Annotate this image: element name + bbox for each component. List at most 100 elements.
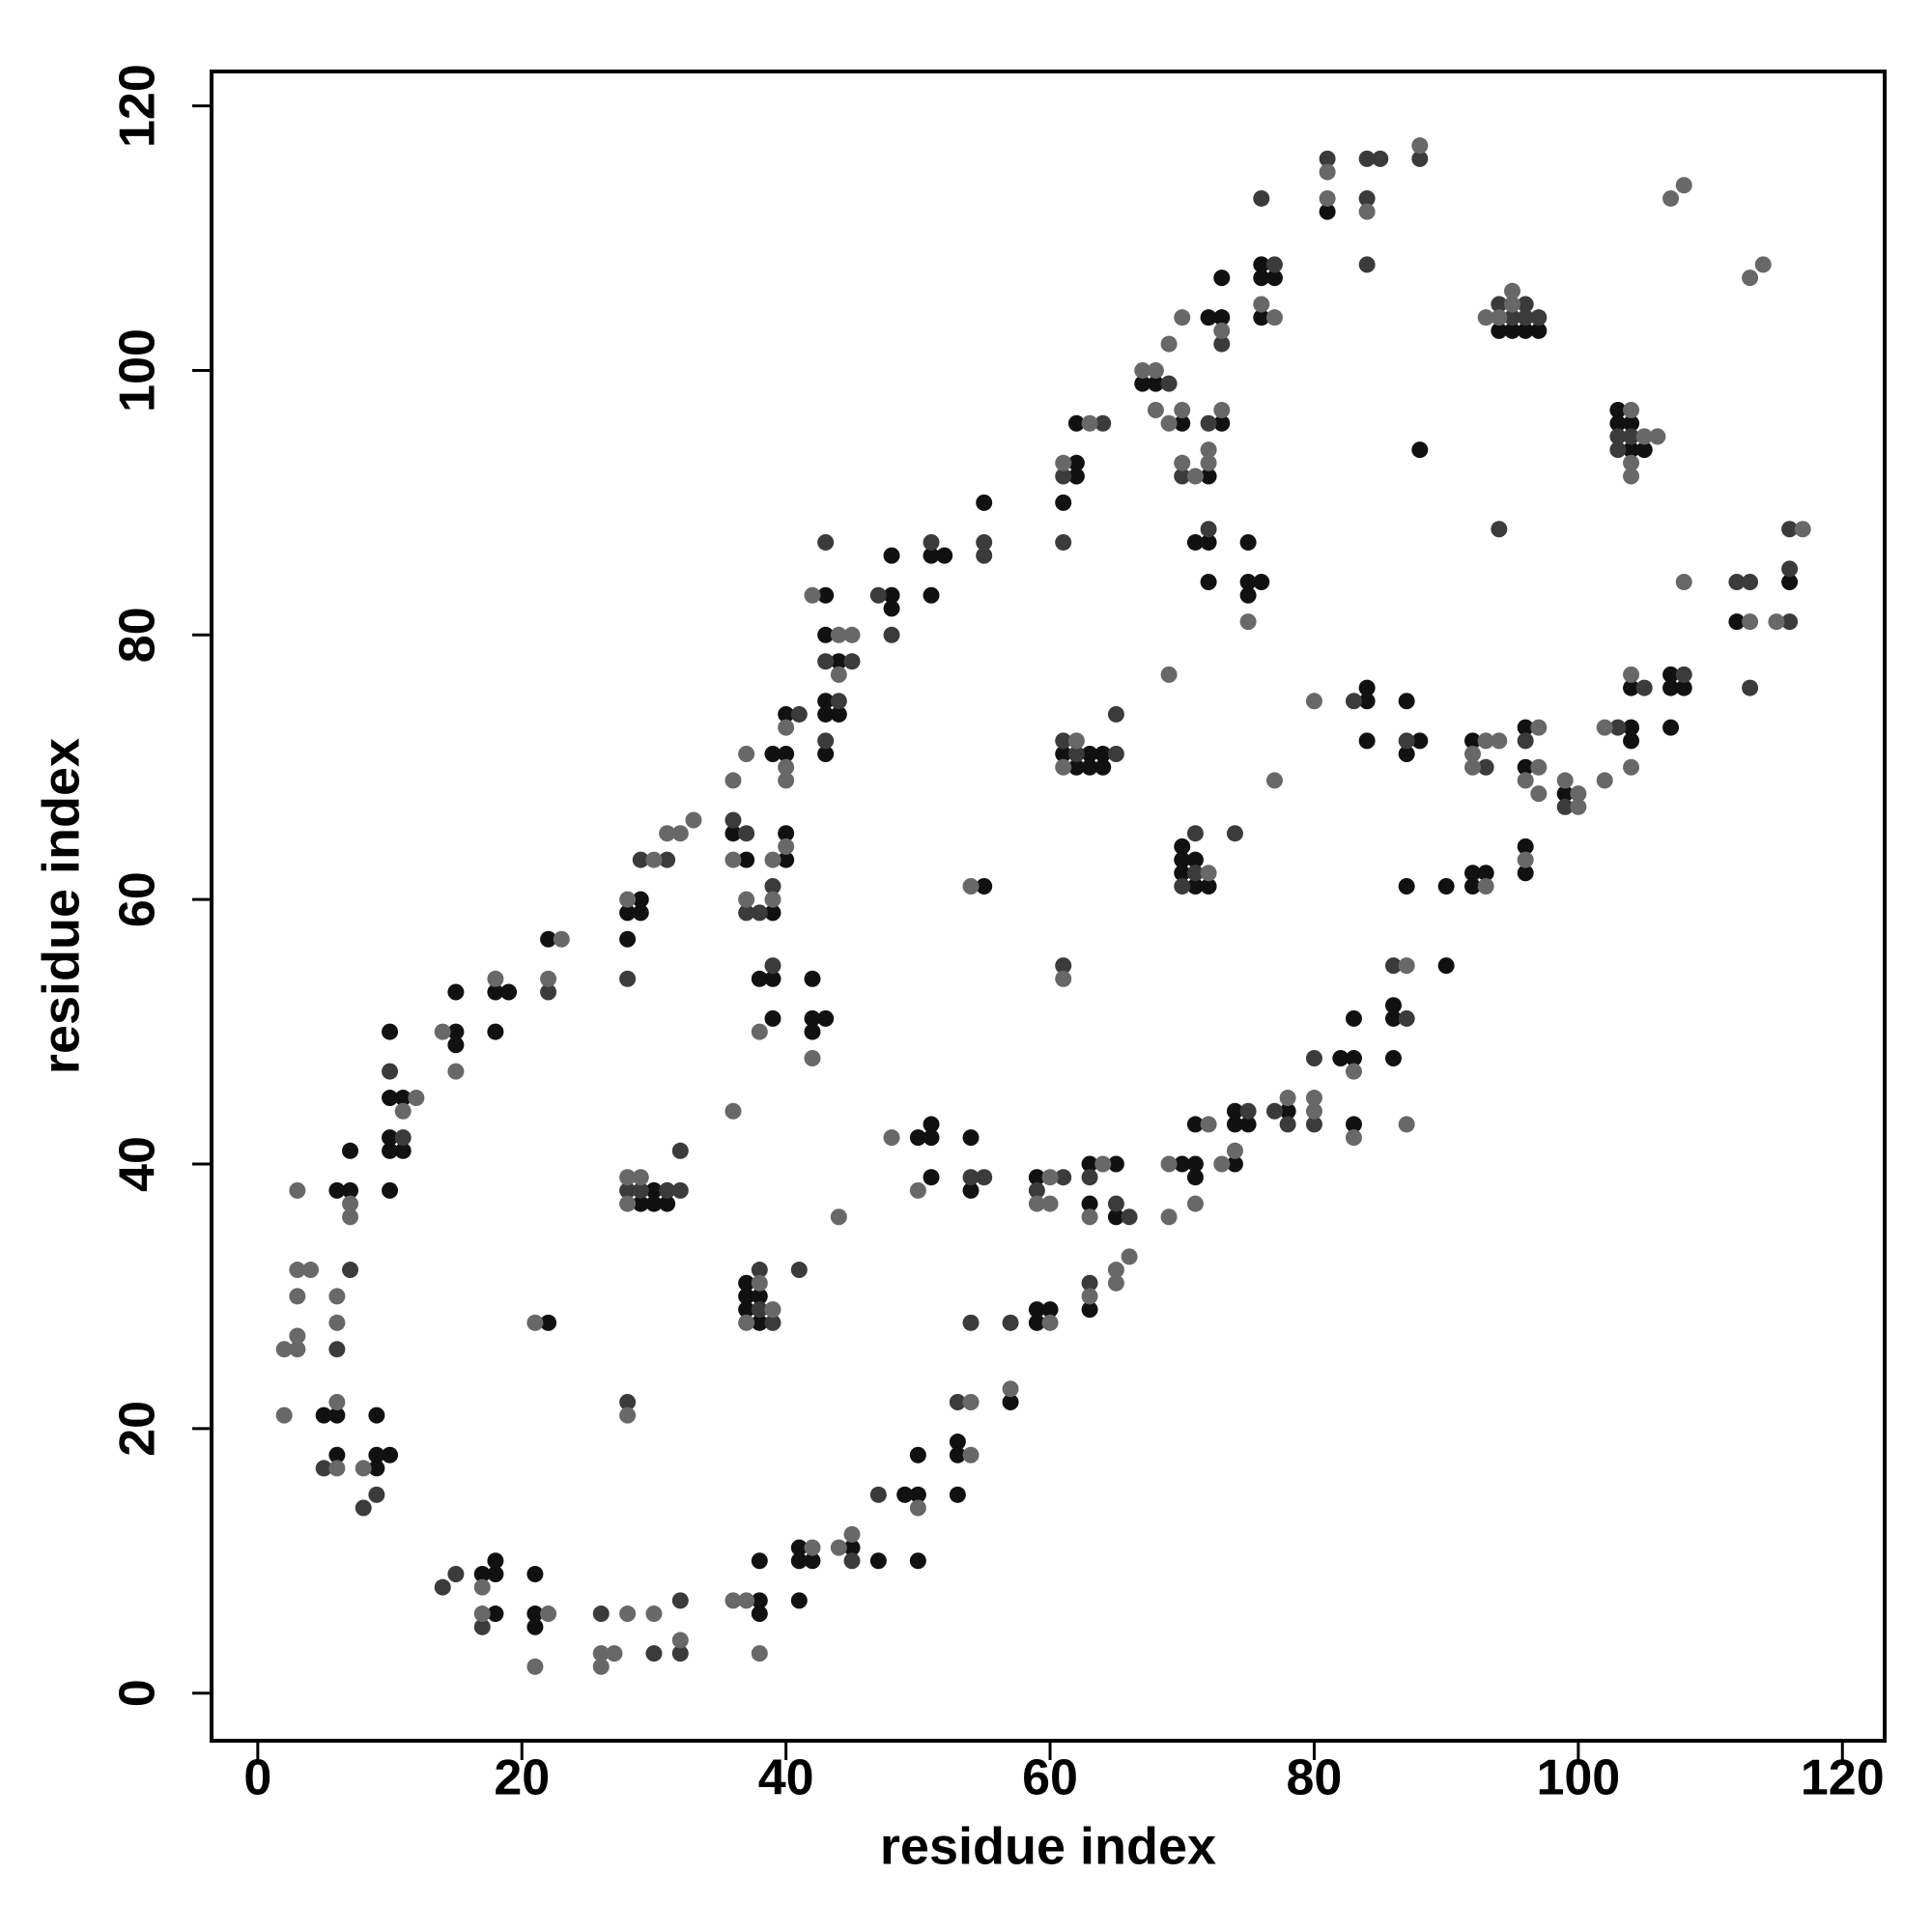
point <box>447 983 465 1001</box>
point <box>1623 666 1640 683</box>
point <box>751 1314 768 1331</box>
point <box>368 1446 385 1463</box>
point <box>764 877 781 895</box>
point <box>368 1406 385 1424</box>
point <box>1067 468 1085 485</box>
point <box>1028 1301 1045 1319</box>
point <box>1121 1248 1138 1265</box>
point <box>1530 719 1548 736</box>
point <box>1477 758 1494 776</box>
point <box>1491 309 1508 327</box>
point <box>1609 441 1627 459</box>
point <box>1517 772 1534 789</box>
point <box>632 1169 649 1186</box>
point <box>1239 613 1257 631</box>
point <box>275 1341 293 1358</box>
point <box>817 693 835 710</box>
point <box>1517 296 1534 313</box>
point <box>289 1327 306 1345</box>
point <box>1186 865 1204 882</box>
point <box>804 1049 821 1066</box>
point <box>1055 468 1072 485</box>
point <box>1081 1208 1098 1226</box>
point <box>1002 1393 1019 1410</box>
point <box>830 1539 847 1556</box>
x-tick-label: 0 <box>243 1750 271 1806</box>
point <box>923 547 940 564</box>
point <box>830 693 847 710</box>
point <box>328 1314 346 1331</box>
point <box>632 1181 649 1199</box>
point <box>738 1301 755 1319</box>
point <box>909 1552 926 1570</box>
point <box>1398 1009 1415 1027</box>
point <box>869 586 887 604</box>
point <box>619 891 637 908</box>
point <box>883 600 900 617</box>
point <box>328 1406 346 1424</box>
point <box>1305 1049 1322 1066</box>
point <box>724 825 742 842</box>
point <box>751 1605 768 1623</box>
point <box>962 1393 980 1410</box>
point <box>1728 574 1746 591</box>
point <box>473 1618 491 1635</box>
point <box>1463 877 1481 895</box>
point <box>487 1605 504 1623</box>
point <box>817 705 835 723</box>
point <box>1517 732 1534 750</box>
point <box>1253 309 1270 327</box>
point <box>778 719 795 736</box>
point <box>394 1142 412 1159</box>
point <box>1517 719 1534 736</box>
point <box>1384 1049 1402 1066</box>
point <box>1253 270 1270 287</box>
point <box>843 1525 861 1543</box>
point <box>659 1195 676 1212</box>
point <box>1028 1169 1045 1186</box>
point <box>1305 1090 1322 1107</box>
point <box>632 851 649 868</box>
point <box>738 1274 755 1292</box>
point <box>1174 851 1191 868</box>
point <box>1174 414 1191 432</box>
point <box>1081 1288 1098 1305</box>
point <box>619 1605 637 1623</box>
point <box>1556 798 1574 815</box>
point <box>764 746 781 763</box>
point <box>1781 560 1799 578</box>
point <box>1623 428 1640 445</box>
point <box>1055 957 1072 975</box>
point <box>1570 785 1587 803</box>
point <box>843 1552 861 1570</box>
point <box>526 1618 544 1635</box>
point <box>778 851 795 868</box>
point <box>540 1605 557 1623</box>
point <box>1200 441 1217 459</box>
point <box>1358 732 1376 750</box>
point <box>923 533 940 551</box>
point <box>487 1023 504 1040</box>
point <box>764 957 781 975</box>
point <box>976 877 993 895</box>
point <box>1742 679 1759 696</box>
point <box>1530 785 1548 803</box>
point <box>526 1605 544 1623</box>
point <box>1609 402 1627 419</box>
point <box>1477 865 1494 882</box>
point <box>382 1023 399 1040</box>
point <box>738 851 755 868</box>
point <box>790 1592 808 1609</box>
point <box>540 983 557 1001</box>
point <box>1345 1009 1362 1027</box>
point <box>1253 574 1270 591</box>
point <box>382 1129 399 1147</box>
point <box>1002 1380 1019 1398</box>
point <box>1041 1195 1059 1212</box>
y-tick-label: 20 <box>110 1401 166 1457</box>
point <box>1411 441 1429 459</box>
point <box>738 1314 755 1331</box>
point <box>315 1406 332 1424</box>
point <box>1174 309 1191 327</box>
point <box>883 626 900 643</box>
